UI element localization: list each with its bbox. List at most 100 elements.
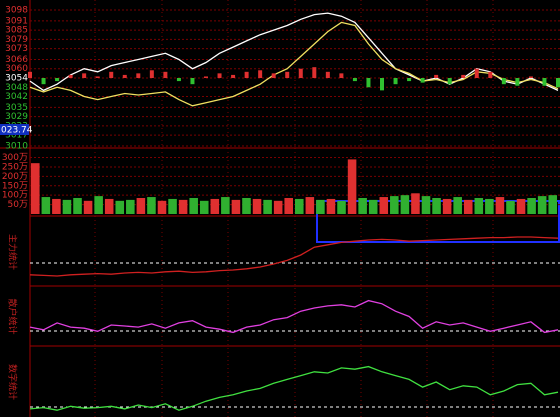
panel-title: 主力统计 — [7, 234, 19, 270]
flow-bar — [136, 73, 141, 78]
volume-bar — [83, 200, 93, 214]
flow-bar — [298, 68, 303, 78]
series-line — [29, 365, 559, 411]
flow-bar — [461, 74, 466, 78]
volume-bar — [368, 199, 378, 214]
volume-bar — [126, 199, 135, 214]
flow-bar — [176, 78, 181, 82]
flow-bar — [325, 71, 330, 78]
volume-bar — [527, 198, 536, 214]
flow-bar — [68, 74, 73, 78]
flow-bar — [420, 78, 425, 83]
flow-bar — [55, 78, 60, 82]
flow-bar — [28, 71, 32, 78]
volume-bar — [305, 197, 315, 214]
volume-bar — [136, 198, 146, 214]
volume-bar — [210, 198, 220, 214]
volume-bar — [474, 198, 484, 214]
volume-bar — [432, 198, 441, 214]
volume-bar — [104, 198, 114, 214]
flow-bar — [407, 78, 412, 82]
y-tick-label: 3017 — [5, 131, 28, 141]
flow-bar — [122, 74, 127, 78]
flow-bar — [41, 78, 46, 85]
flow-bar — [258, 70, 263, 78]
volume-bar — [347, 159, 357, 214]
flow-bar — [163, 71, 168, 78]
series-line — [29, 236, 559, 277]
volume-bar — [252, 198, 262, 214]
volume-bar — [168, 198, 177, 214]
flow-bar — [488, 71, 493, 78]
volume-bar — [326, 198, 336, 214]
volume-bar — [390, 196, 399, 214]
volume-bar — [485, 198, 494, 214]
volume-bar — [295, 198, 304, 214]
volume-bar — [115, 200, 125, 214]
flow-bar — [244, 71, 249, 78]
volume-bar — [41, 197, 51, 214]
series-line — [29, 21, 559, 107]
y-tick-label: 250万 — [2, 162, 28, 172]
volume-bar — [284, 198, 293, 214]
volume-bar — [178, 199, 188, 214]
volume-bar — [62, 199, 72, 214]
y-tick-label: 3029 — [5, 112, 28, 122]
flow-bar — [95, 76, 100, 78]
flow-bar — [285, 71, 290, 78]
volume-bar — [31, 163, 40, 214]
y-tick-label: 3054 — [5, 74, 28, 84]
y-tick-label: 200万 — [2, 172, 28, 182]
y-tick-label: 3042 — [5, 92, 28, 102]
y-tick-label: 3060 — [5, 64, 28, 74]
panel-title: 散户统计 — [7, 298, 19, 334]
volume-bar — [453, 197, 462, 214]
volume-bar — [358, 198, 367, 214]
y-tick-label: 3010 — [5, 142, 28, 152]
y-tick-label: 3066 — [5, 55, 28, 65]
flow-bar — [474, 68, 479, 78]
volume-bar — [548, 195, 557, 214]
price-tag: 023.74 — [0, 124, 33, 136]
volume-bar — [147, 197, 156, 214]
y-tick-label: 300万 — [2, 153, 28, 163]
flow-bar — [515, 78, 520, 86]
volume-bar — [506, 200, 515, 214]
flow-bar — [366, 78, 371, 88]
flow-bar — [217, 73, 222, 78]
flow-bar — [393, 78, 398, 85]
flow-bar — [231, 74, 236, 78]
y-tick-label: 3035 — [5, 103, 28, 113]
y-tick-label: 3098 — [5, 6, 28, 16]
price-tag-box — [0, 124, 29, 135]
flow-bar — [190, 78, 195, 85]
volume-bar — [94, 196, 103, 214]
volume-bar — [316, 199, 325, 214]
flow-bar — [380, 78, 384, 91]
flow-bar — [312, 67, 317, 78]
flow-bar — [109, 71, 114, 78]
volume-bar — [273, 200, 283, 214]
flow-bar — [352, 78, 357, 82]
flow-bar — [82, 73, 87, 78]
volume-bar — [52, 198, 61, 214]
y-tick-label: 3079 — [5, 35, 28, 45]
volume-bar — [411, 193, 420, 214]
flow-bar — [501, 78, 506, 85]
volume-bar — [463, 199, 473, 214]
y-tick-label: 150万 — [2, 181, 28, 191]
flow-bar — [271, 73, 276, 78]
price-tag-text: 023.74 — [1, 126, 33, 136]
flow-bar — [556, 78, 560, 88]
volume-bar — [73, 198, 82, 214]
volume-bar — [221, 197, 230, 214]
series-line — [29, 12, 559, 92]
volume-bar — [442, 198, 452, 214]
volume-bar — [421, 196, 431, 214]
volume-bar — [157, 200, 167, 214]
y-tick-label: 3085 — [5, 26, 28, 36]
flow-bar — [339, 73, 344, 78]
panel-title: 数字统计 — [7, 364, 19, 400]
